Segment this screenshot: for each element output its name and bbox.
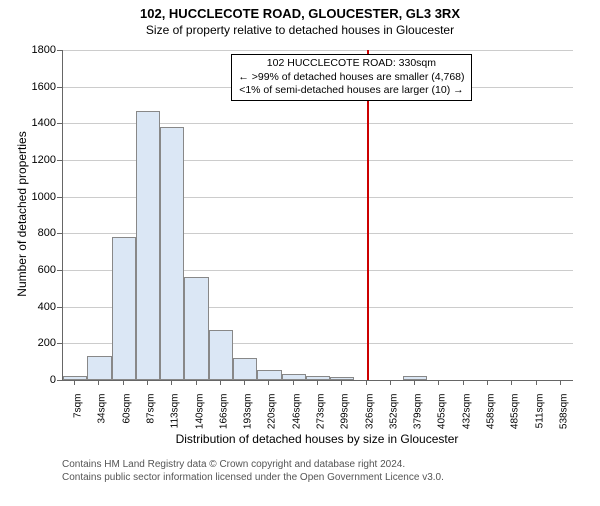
xtick-mark bbox=[560, 380, 561, 385]
ytick-label: 0 bbox=[0, 374, 56, 386]
xtick-label: 299sqm bbox=[340, 394, 351, 430]
annotation-box: 102 HUCCLECOTE ROAD: 330sqm ← >99% of de… bbox=[231, 54, 471, 101]
xtick-mark bbox=[293, 380, 294, 385]
histogram-bar bbox=[87, 356, 111, 380]
xtick-label: 511sqm bbox=[534, 394, 545, 429]
xtick-label: 140sqm bbox=[194, 394, 205, 430]
xtick-mark bbox=[98, 380, 99, 385]
xtick-label: 220sqm bbox=[267, 394, 278, 430]
xtick-mark bbox=[123, 380, 124, 385]
ytick-mark bbox=[57, 87, 62, 88]
histogram-bar bbox=[63, 376, 87, 380]
xtick-label: 166sqm bbox=[218, 394, 229, 430]
xtick-mark bbox=[317, 380, 318, 385]
ytick-label: 800 bbox=[0, 227, 56, 239]
xtick-mark bbox=[171, 380, 172, 385]
histogram-bar bbox=[233, 358, 257, 380]
xtick-mark bbox=[438, 380, 439, 385]
ytick-mark bbox=[57, 233, 62, 234]
ytick-label: 1800 bbox=[0, 44, 56, 56]
histogram-bar bbox=[136, 111, 160, 381]
footer-line: Contains HM Land Registry data © Crown c… bbox=[62, 458, 444, 471]
ytick-mark bbox=[57, 197, 62, 198]
histogram-bar bbox=[282, 374, 306, 380]
ytick-label: 1000 bbox=[0, 191, 56, 203]
xtick-label: 352sqm bbox=[388, 394, 399, 430]
xtick-label: 273sqm bbox=[316, 394, 327, 430]
ytick-label: 400 bbox=[0, 301, 56, 313]
histogram-bar bbox=[403, 376, 427, 380]
histogram-bar bbox=[160, 127, 184, 380]
xtick-label: 379sqm bbox=[413, 394, 424, 430]
chart-title: 102, HUCCLECOTE ROAD, GLOUCESTER, GL3 3R… bbox=[0, 6, 600, 21]
annotation-line: 102 HUCCLECOTE ROAD: 330sqm bbox=[238, 57, 464, 71]
gridline bbox=[63, 50, 573, 51]
ytick-label: 600 bbox=[0, 264, 56, 276]
xtick-mark bbox=[366, 380, 367, 385]
footer-text: Contains HM Land Registry data © Crown c… bbox=[62, 458, 444, 484]
xtick-label: 7sqm bbox=[73, 394, 84, 418]
histogram-bar bbox=[209, 330, 233, 380]
xtick-label: 87sqm bbox=[146, 394, 157, 424]
histogram-bar bbox=[257, 370, 281, 380]
xtick-label: 60sqm bbox=[121, 394, 132, 424]
xtick-label: 432sqm bbox=[461, 394, 472, 430]
histogram-bar bbox=[330, 377, 354, 380]
xtick-mark bbox=[487, 380, 488, 385]
xtick-label: 405sqm bbox=[437, 394, 448, 430]
ytick-mark bbox=[57, 380, 62, 381]
xtick-mark bbox=[220, 380, 221, 385]
ytick-label: 1600 bbox=[0, 81, 56, 93]
xtick-mark bbox=[414, 380, 415, 385]
xtick-label: 246sqm bbox=[291, 394, 302, 430]
xtick-label: 458sqm bbox=[486, 394, 497, 430]
xtick-mark bbox=[268, 380, 269, 385]
chart-subtitle: Size of property relative to detached ho… bbox=[0, 23, 600, 37]
annotation-line: ← >99% of detached houses are smaller (4… bbox=[238, 71, 464, 85]
xtick-label: 113sqm bbox=[170, 394, 181, 429]
ytick-mark bbox=[57, 307, 62, 308]
ytick-label: 1200 bbox=[0, 154, 56, 166]
xtick-label: 538sqm bbox=[558, 394, 569, 430]
ytick-mark bbox=[57, 123, 62, 124]
histogram-bar bbox=[306, 376, 330, 380]
xtick-label: 326sqm bbox=[364, 394, 375, 430]
histogram-bar bbox=[112, 237, 136, 380]
xtick-mark bbox=[341, 380, 342, 385]
ytick-label: 200 bbox=[0, 337, 56, 349]
xtick-mark bbox=[196, 380, 197, 385]
xtick-mark bbox=[390, 380, 391, 385]
xtick-label: 485sqm bbox=[510, 394, 521, 430]
histogram-bar bbox=[184, 277, 208, 380]
y-axis-label: Number of detached properties bbox=[15, 124, 29, 304]
xtick-mark bbox=[463, 380, 464, 385]
ytick-mark bbox=[57, 343, 62, 344]
x-axis-label: Distribution of detached houses by size … bbox=[62, 432, 572, 446]
xtick-label: 34sqm bbox=[97, 394, 108, 424]
xtick-mark bbox=[511, 380, 512, 385]
footer-line: Contains public sector information licen… bbox=[62, 471, 444, 484]
ytick-mark bbox=[57, 270, 62, 271]
xtick-label: 193sqm bbox=[243, 394, 254, 430]
chart-container: 102, HUCCLECOTE ROAD, GLOUCESTER, GL3 3R… bbox=[0, 6, 600, 506]
ytick-mark bbox=[57, 50, 62, 51]
xtick-mark bbox=[74, 380, 75, 385]
ytick-mark bbox=[57, 160, 62, 161]
ytick-label: 1400 bbox=[0, 117, 56, 129]
xtick-mark bbox=[536, 380, 537, 385]
xtick-mark bbox=[244, 380, 245, 385]
xtick-mark bbox=[147, 380, 148, 385]
annotation-line: <1% of semi-detached houses are larger (… bbox=[238, 84, 464, 98]
